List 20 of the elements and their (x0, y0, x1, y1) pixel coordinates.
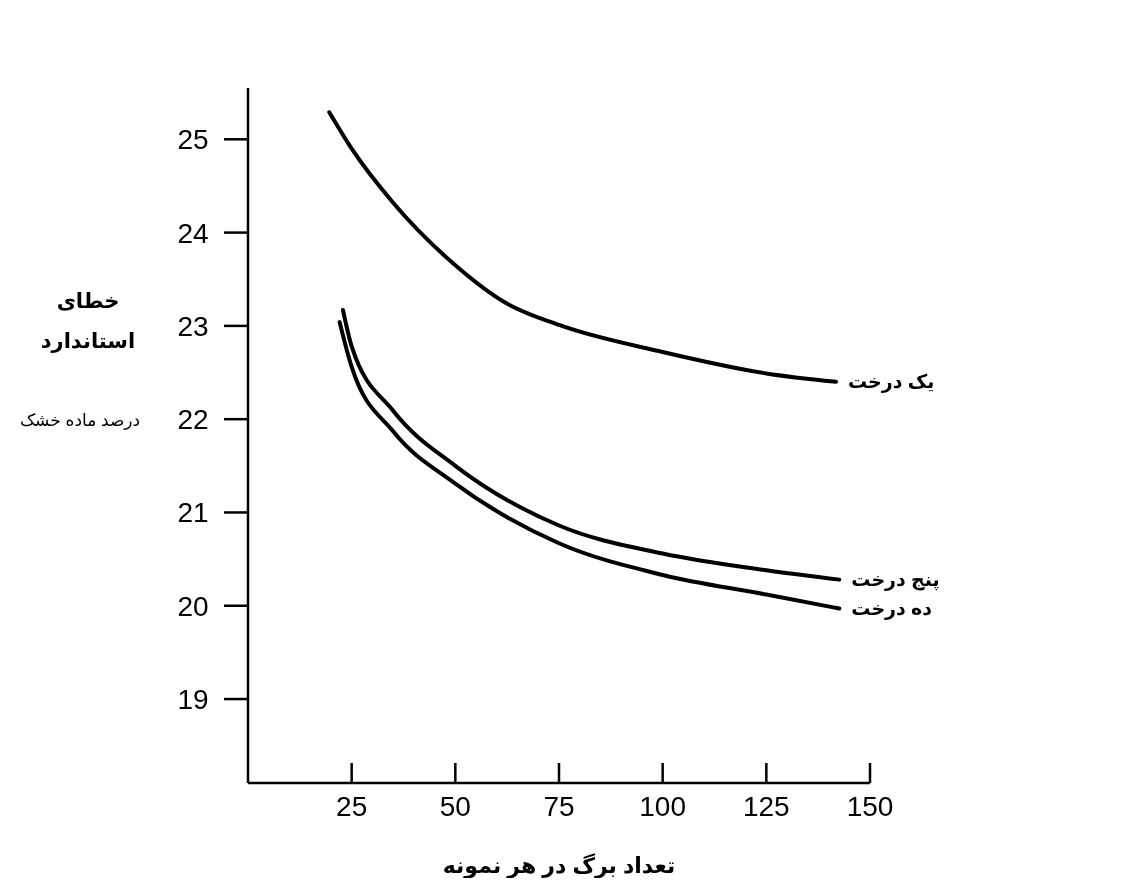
y-tick-label: 24 (177, 217, 209, 249)
x-tick-label: 125 (742, 791, 790, 822)
series-label: یک درخت (848, 370, 935, 393)
x-tick-label: 150 (846, 791, 894, 822)
x-axis-title: تعداد برگ در هر نمونه (442, 853, 676, 879)
x-tick-label: 100 (639, 791, 687, 822)
x-tick-label: 50 (439, 791, 471, 822)
y-tick-label: 21 (177, 497, 209, 529)
line-series (327, 110, 838, 384)
x-tick-label: 25 (336, 791, 368, 822)
y-axis-title: خطای استاندارد (40, 289, 136, 353)
series-label: ده درخت (851, 597, 933, 620)
y-tick-label: 20 (177, 590, 209, 622)
y-tick-label: 22 (177, 404, 209, 436)
y-tick-label: 23 (177, 310, 209, 342)
text: درصد ماده خشک (19, 411, 141, 430)
y-tick-label: 19 (177, 684, 209, 716)
series-label: پنج درخت (851, 568, 940, 591)
y-tick-label: 25 (177, 124, 209, 156)
x-tick-label: 75 (543, 791, 575, 822)
